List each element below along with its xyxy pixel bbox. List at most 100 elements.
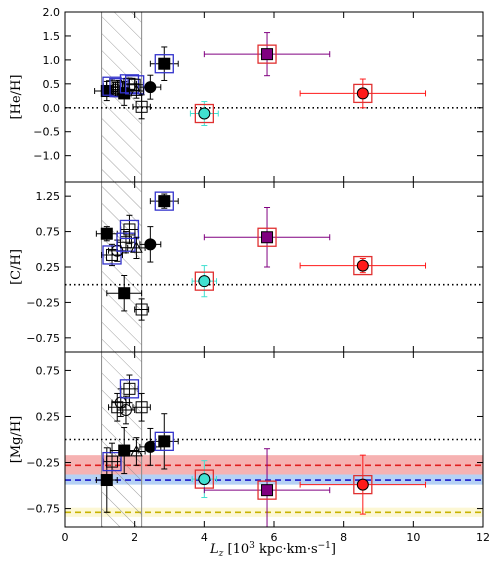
marker-box [154, 191, 174, 211]
data-point-11 [191, 265, 218, 298]
marker-square [135, 100, 148, 113]
y-tick-label: −0.75 [26, 332, 60, 345]
marker-box [353, 474, 373, 495]
data-point-6 [119, 214, 140, 245]
panel-2: −0.75 −0.25 0.25 0.75 1.25 [C/H] [9, 181, 484, 353]
marker-square [118, 287, 131, 300]
data-point-9 [132, 94, 151, 120]
marker-box [119, 219, 140, 240]
panels-layer: −1.0 −0.5 0.0 0.5 1.0 1.5 2.0 [He/H] −0.75 −0.25 0… [9, 6, 490, 544]
marker-box [154, 431, 174, 451]
data-point-14 [299, 454, 427, 515]
marker-box [353, 83, 373, 104]
marker-circle [144, 81, 157, 94]
x-tick-label: 12 [476, 531, 490, 544]
marker-circle [356, 478, 369, 491]
marker-circle [119, 404, 132, 417]
marker-box [257, 227, 277, 247]
marker-box [119, 379, 140, 399]
data-point-13 [299, 255, 427, 276]
band-3 [65, 507, 483, 517]
data-point-13 [203, 448, 331, 527]
marker-square [261, 484, 274, 497]
marker-box [154, 54, 174, 74]
data-point-11 [149, 413, 179, 470]
marker-box [257, 480, 277, 500]
data-point-7 [119, 374, 140, 404]
data-point-10 [139, 74, 162, 100]
marker-box [257, 44, 277, 64]
marker-square [123, 382, 136, 395]
marker-square [158, 195, 171, 208]
hatched-region [101, 352, 143, 527]
x-tick-label: 8 [340, 531, 347, 544]
y-tick-label: −1.0 [33, 150, 60, 163]
y-tick-label: −0.75 [26, 503, 60, 516]
y-axis-label: [He/H] [9, 75, 24, 120]
data-point-12 [203, 207, 331, 268]
marker-box [102, 451, 122, 472]
y-tick-label: 1.5 [43, 30, 61, 43]
y-tick-label: 0.25 [36, 261, 61, 274]
marker-square [135, 303, 148, 316]
data-point-8 [128, 83, 144, 99]
y-tick-label: 0.0 [43, 102, 61, 115]
marker-square [100, 227, 113, 240]
band-1 [65, 455, 483, 475]
data-point-14 [299, 78, 427, 109]
marker-square [261, 48, 274, 61]
data-point-12 [191, 460, 218, 499]
data-point-5 [109, 427, 139, 475]
x-tick-labels: 0 2 4 6 8 10 12 [62, 531, 491, 544]
y-tick-label: 0.75 [36, 364, 61, 377]
marker-box [194, 103, 214, 124]
marker-box [116, 232, 136, 252]
x-tick-label: 2 [131, 531, 138, 544]
marker-square [106, 455, 119, 468]
marker-circle [356, 87, 369, 100]
data-point-9 [139, 226, 162, 263]
x-tick-label: 10 [406, 531, 420, 544]
marker-circle [144, 238, 157, 251]
marker-square [261, 231, 274, 244]
x-axis-label: Lz [103 kpc·km·s−1] [209, 541, 336, 559]
y-tick-label: 0.25 [36, 410, 61, 423]
marker-square [123, 223, 136, 236]
y-tick-label: 2.0 [43, 6, 61, 19]
y-tick-label: −0.25 [26, 457, 60, 470]
data-point-8 [134, 298, 150, 321]
marker-square [118, 444, 131, 457]
hatched-region [101, 182, 143, 352]
data-point-12 [189, 101, 219, 126]
x-tick-label: 0 [62, 531, 69, 544]
y-tick-label: −0.25 [26, 296, 60, 309]
marker-circle [198, 107, 211, 120]
data-point-8 [127, 437, 146, 466]
data-point-11 [149, 46, 179, 81]
marker-square [158, 57, 171, 70]
y-axis-label: [C/H] [9, 249, 24, 285]
y-tick-label: −0.5 [33, 126, 60, 139]
marker-circle [198, 473, 211, 486]
marker-square [158, 435, 171, 448]
y-tick-label: 1.0 [43, 54, 61, 67]
x-tick-label: 4 [201, 531, 208, 544]
marker-box [353, 255, 373, 276]
data-point-4 [106, 275, 143, 312]
marker-triangle [130, 241, 143, 253]
data-point-2 [102, 442, 122, 481]
y-tick-label: 0.75 [36, 226, 61, 239]
marker-circle [198, 275, 211, 288]
y-tick-label: 1.25 [36, 190, 61, 203]
marker-box [125, 75, 145, 95]
data-point-9 [132, 392, 151, 422]
marker-box [194, 271, 214, 291]
marker-triangle [130, 84, 143, 96]
panel-3: −0.75 −0.25 0.25 0.75 [Mg/H] [9, 351, 484, 528]
panel-1: −1.0 −0.5 0.0 0.5 1.0 1.5 2.0 [He/H] [9, 6, 484, 183]
data-point-10 [149, 191, 179, 211]
marker-square [135, 401, 148, 414]
marker-triangle [130, 444, 143, 457]
marker-square [119, 236, 132, 249]
